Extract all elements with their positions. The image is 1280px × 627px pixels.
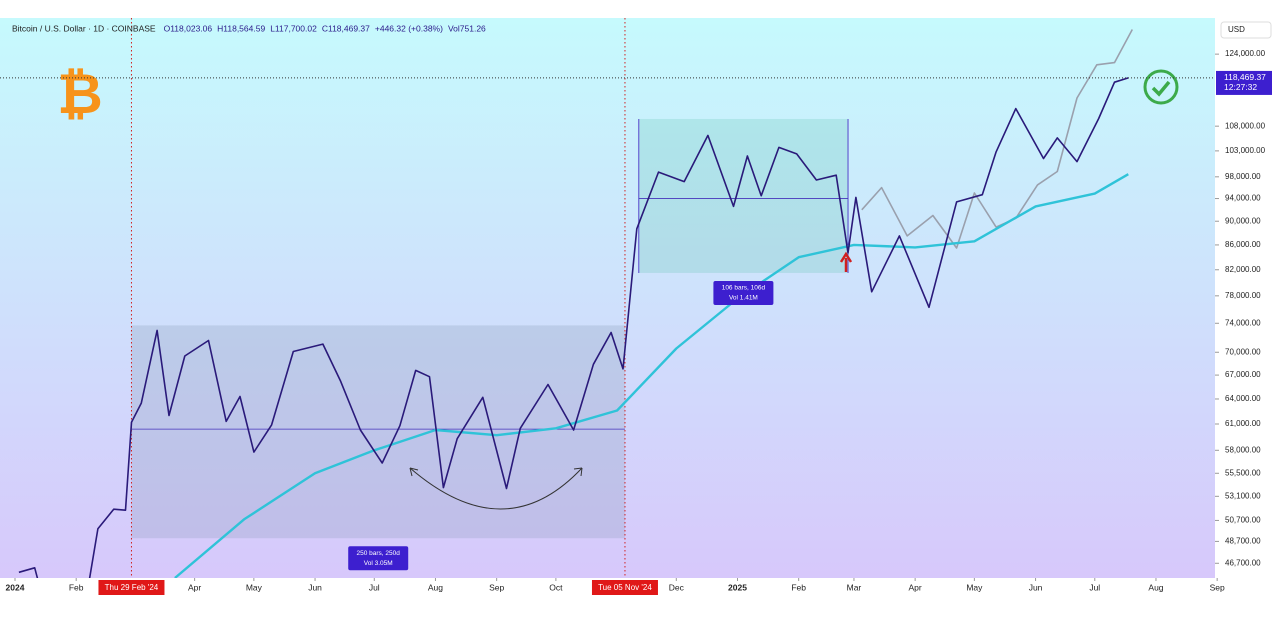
marker-label: Tue 05 Nov '24 [598,583,652,592]
x-tick-label: Mar [847,582,862,592]
y-tick-label: 78,000.00 [1225,291,1261,300]
range-label-box [713,280,774,305]
x-tick-label: Feb [791,582,806,592]
y-tick-label: 46,700.00 [1225,558,1261,567]
curve-annotation [409,467,583,510]
marker-label: Thu 29 Feb '24 [105,583,159,592]
marker-label-box [591,580,658,595]
ohlc-value: C118,469.37 [322,23,370,33]
y-tick-label: 55,500.00 [1225,468,1261,477]
plot-layer [18,18,1134,578]
y-tick-label: 82,000.00 [1225,265,1261,274]
range-box [131,325,625,539]
range-vol: Vol 1.41M [729,295,758,302]
x-tick-label: Apr [909,582,922,592]
y-tick-label: 98,000.00 [1225,172,1261,181]
change: +446.32 (+0.38%) [375,23,443,33]
y-tick-label: 108,000.00 [1225,121,1266,130]
curve-arrowheads [409,467,583,477]
y-tick-label: 58,000.00 [1225,445,1261,454]
x-tick-label: May [966,582,983,592]
y-tick-label: 48,700.00 [1225,537,1261,546]
series-line [18,77,1129,578]
y-tick-label: 124,000.00 [1225,49,1266,58]
range-bars: 250 bars, 250d [357,550,401,557]
range-bars: 106 bars, 106d [722,285,766,292]
x-tick-label: Aug [1148,582,1163,592]
red-arrow [839,251,853,272]
x-tick-label: Jun [308,582,322,592]
volume: Vol751.26 [448,23,486,33]
y-tick-label: 50,700.00 [1225,516,1261,525]
y-tick-label: 53,100.00 [1225,491,1261,500]
x-tick-label: Sep [1210,582,1225,592]
range-box [638,118,849,273]
y-tick-label: 67,000.00 [1225,370,1261,379]
x-tick-label: 2025 [728,582,747,592]
y-tick-label: 103,000.00 [1225,146,1266,155]
x-tick-label: Sep [489,582,504,592]
x-tick-label: Jul [369,582,380,592]
x-tick-label: Oct [549,582,563,592]
range-label-box [348,546,409,571]
y-tick-label: 86,000.00 [1225,240,1261,249]
currency-box [1220,21,1272,39]
y-tick-label: 94,000.00 [1225,194,1261,203]
x-tick-label: Aug [428,582,443,592]
bitcoin-logo: ₿ [57,62,103,125]
range-vol: Vol 3.05M [364,560,393,567]
y-tick-label: 90,000.00 [1225,216,1261,225]
series-line [174,173,1129,578]
check-mark [1151,80,1171,97]
y-tick-label: 64,000.00 [1225,394,1261,403]
x-tick-label: Jul [1089,582,1100,592]
y-tick-label: 70,000.00 [1225,347,1261,356]
chart-title: Bitcoin / U.S. Dollar · 1D · COINBASE [12,23,156,33]
x-tick-label: Jun [1029,582,1043,592]
x-tick-label: Feb [69,582,84,592]
x-tick-label: May [246,582,263,592]
check-circle [1143,69,1179,105]
x-tick-label: Apr [188,582,201,592]
price-axis [1215,18,1280,598]
x-tick-label: 2024 [6,582,25,592]
y-tick-label: 61,000.00 [1225,419,1261,428]
marker-label-box [98,580,165,595]
ohlc-value: H118,564.59 [217,23,265,33]
currency: USD [1228,25,1245,34]
last-price-box [1216,70,1272,95]
ohlc-value: L117,700.02 [270,23,317,33]
countdown: 12:27:32 [1224,82,1257,92]
ohlc-value: O118,023.06 [164,23,213,33]
x-tick-label: Dec [669,582,685,592]
y-tick-label: 74,000.00 [1225,318,1261,327]
last-price-label: 118,469.37 [1224,72,1266,82]
plot-area [0,18,1215,578]
